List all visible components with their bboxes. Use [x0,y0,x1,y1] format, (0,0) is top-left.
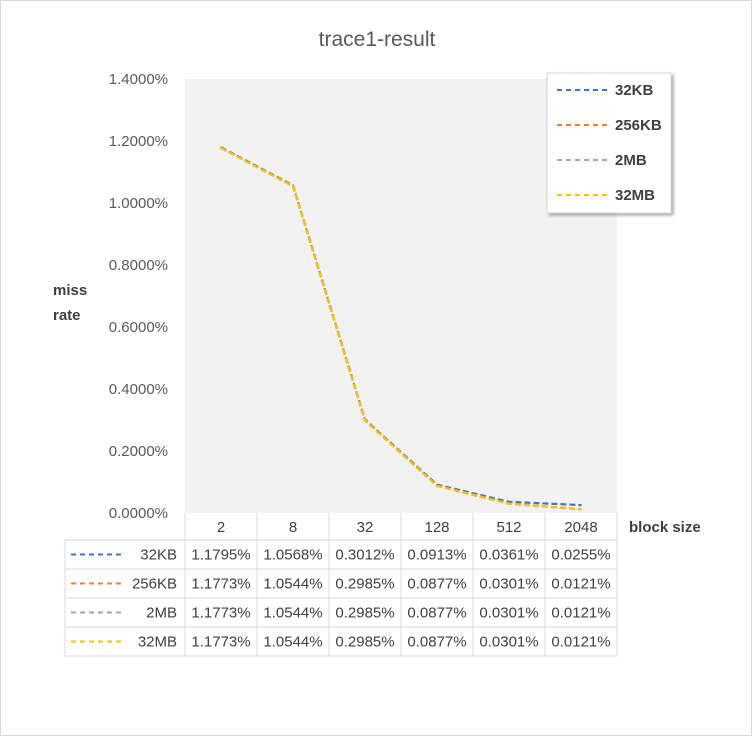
data-label: 1.0568% [263,547,322,564]
x-axis-title: block size [629,519,701,536]
data-label: 0.0301% [479,605,538,622]
series-lines [220,146,582,511]
data-label: 0.0913% [407,547,466,564]
x-tick-label: 8 [289,519,297,536]
data-label: 0.2985% [335,576,394,593]
data-point [580,508,582,511]
y-axis: 0.0000% 0.2000% 0.4000% 0.6000% 0.8000% 1.000… [109,71,168,522]
data-label: 1.0544% [263,576,322,593]
x-tick-label: 2 [217,519,225,536]
y-tick-label: 0.6000% [109,319,168,336]
data-label: 1.0544% [263,605,322,622]
data-point [364,419,366,422]
data-point [436,485,438,487]
data-point [580,504,582,506]
data-point [508,502,510,505]
chart-title: trace1-result [319,28,436,51]
data-label: 0.0361% [479,547,538,564]
data-label: 1.1773% [191,605,250,622]
table-series-name: 256KB [132,576,177,593]
y-tick-label: 1.2000% [109,133,168,150]
data-label: 0.0121% [551,576,610,593]
series-line-32mb [220,147,582,511]
data-label: 1.1795% [191,547,250,564]
data-label: 0.0877% [407,605,466,622]
data-label: 0.2985% [335,634,394,651]
data-point [220,147,222,149]
y-tick-label: 0.8000% [109,257,168,274]
data-label: 0.0301% [479,576,538,593]
legend-box [546,72,672,214]
table-series-name: 32KB [140,547,177,564]
y-axis-title-line: miss [53,282,87,299]
y-tick-label: 1.0000% [109,195,168,212]
data-point [292,185,294,187]
data-label: 0.0877% [407,576,466,593]
table-series-name: 32MB [138,634,177,651]
data-label: 1.0544% [263,634,322,651]
y-tick-label: 0.4000% [109,381,168,398]
legend-entry: 32MB [615,187,655,204]
data-label: 0.2985% [335,605,394,622]
x-tick-label: 2048 [564,519,597,536]
data-point [508,501,510,503]
y-tick-label: 1.4000% [109,71,168,88]
plot-area [185,79,617,513]
y-axis-title-line: rate [53,307,81,324]
data-label: 0.0121% [551,634,610,651]
data-table: 2 8 32 128 512 2048 32KB 1.1795% 1.0568% 0.3012% 0… [64,513,618,657]
y-axis-title: miss rate [53,282,87,324]
data-label: 0.0255% [551,547,610,564]
y-tick-label: 0.2000% [109,443,168,460]
data-label: 0.0877% [407,634,466,651]
data-label: 0.0121% [551,605,610,622]
x-tick-label: 512 [496,519,521,536]
data-label: 1.1773% [191,576,250,593]
data-label: 0.3012% [335,547,394,564]
legend-entry: 32KB [615,82,654,99]
x-tick-label: 128 [424,519,449,536]
x-tick-label: 32 [357,519,374,536]
data-label: 1.1773% [191,634,250,651]
y-tick-label: 0.0000% [109,505,168,522]
legend: 32KB 256KB 2MB 32MB [546,72,672,214]
legend-entry: 2MB [615,152,647,169]
table-series-name: 2MB [146,605,177,622]
legend-entry: 256KB [615,117,662,134]
data-label: 0.0301% [479,634,538,651]
